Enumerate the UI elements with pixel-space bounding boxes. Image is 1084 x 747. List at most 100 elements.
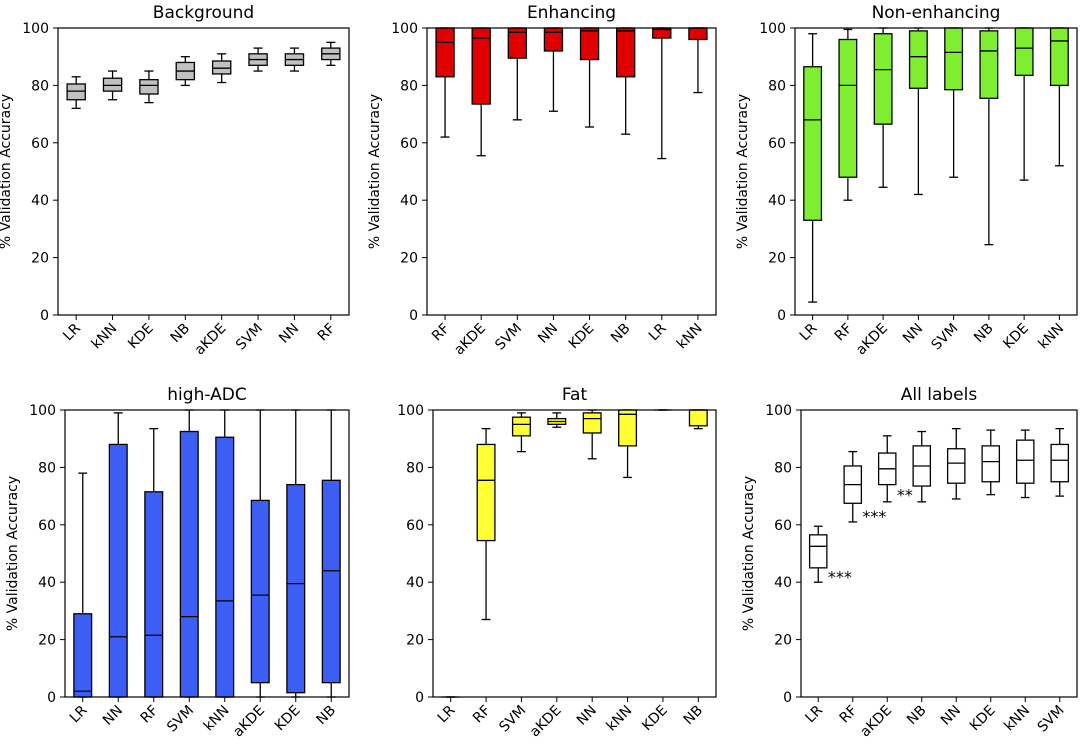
x-tick-label: LR (646, 320, 670, 344)
box-svm (179, 409, 199, 698)
x-tick-label: NN (535, 321, 561, 347)
box-kde (1014, 27, 1034, 181)
box-iqr (1049, 27, 1069, 87)
plot-frame (800, 409, 1078, 698)
chart-title: All labels (901, 385, 978, 405)
box-nb (616, 27, 636, 135)
box-iqr (476, 443, 496, 542)
y-tick-label: 40 (400, 193, 418, 209)
plot-frame (57, 27, 350, 316)
y-tick-label: 0 (783, 690, 792, 706)
box-svm (511, 412, 531, 453)
y-axis-label: % Validation Accuracy (741, 476, 757, 631)
box-akde (211, 53, 232, 84)
x-tick-label: SVM (492, 321, 525, 354)
x-tick-label: kNN (604, 703, 636, 735)
box-iqr (139, 79, 159, 95)
y-tick-label: 40 (406, 575, 424, 591)
box-lr (66, 76, 86, 110)
box-nb (912, 430, 932, 503)
y-tick-label: 100 (397, 403, 424, 419)
x-tick-label: NN (900, 321, 926, 347)
y-tick-label: 40 (38, 575, 56, 591)
box-iqr (250, 499, 270, 684)
x-tick-label: RF (837, 703, 861, 727)
box-iqr (179, 430, 199, 698)
box-iqr (286, 483, 306, 694)
plot-frame (794, 27, 1078, 316)
y-tick-label: 0 (47, 690, 56, 706)
box-iqr (471, 27, 491, 105)
significance-annotation: ** (897, 486, 913, 505)
y-tick-label: 100 (391, 21, 418, 37)
y-tick-label: 100 (765, 403, 792, 419)
x-tick-label: KDE (639, 703, 671, 735)
panel-all-labels: All labels 0 20 40 60 80 100 % Validation Accur… (741, 385, 1078, 741)
chart-title: Non-enhancing (872, 3, 1001, 23)
box-svm (1050, 428, 1070, 497)
x-tick-label: RF (138, 703, 162, 727)
x-tick-label: kNN (1035, 321, 1067, 353)
box-nn (908, 27, 928, 196)
y-tick-label: 100 (759, 21, 786, 37)
box-kde (139, 70, 159, 104)
box-lr (803, 33, 823, 303)
y-tick-label: 20 (768, 251, 786, 267)
x-tick-label: aKDE (857, 703, 895, 741)
plot-frame (432, 409, 717, 698)
box-lr (73, 472, 93, 698)
y-tick-label: 100 (29, 403, 56, 419)
box-svm (248, 47, 268, 72)
box-akde (873, 27, 893, 188)
y-tick-label: 80 (400, 78, 418, 94)
y-tick-label: 60 (768, 136, 786, 152)
box-lr (808, 525, 828, 583)
significance-annotation: *** (828, 567, 852, 586)
box-iqr (543, 27, 564, 52)
chart-title: Background (153, 3, 254, 23)
significance-annotation: *** (862, 507, 886, 526)
y-tick-label: 80 (406, 460, 424, 476)
x-tick-label: NN (938, 703, 964, 729)
box-iqr (211, 60, 232, 75)
x-tick-label: RF (315, 321, 339, 345)
panel-enhancing: Enhancing 0 20 40 60 80 100 % Validation Accura… (367, 3, 717, 359)
box-lr (652, 27, 672, 160)
x-tick-label: NN (276, 321, 302, 347)
chart-title: high-ADC (167, 385, 246, 405)
box-svm (507, 27, 527, 121)
x-tick-label: SVM (929, 321, 962, 354)
y-tick-label: 60 (406, 518, 424, 534)
y-tick-label: 20 (774, 633, 792, 649)
x-tick-label: RF (832, 321, 856, 345)
x-tick-label: SVM (233, 321, 266, 354)
y-tick-label: 100 (22, 21, 49, 37)
y-tick-label: 60 (774, 518, 792, 534)
box-iqr (1014, 27, 1034, 77)
box-iqr (944, 27, 964, 91)
box-iqr (979, 30, 999, 99)
box-kde (981, 429, 1001, 496)
plot-frame (64, 409, 350, 698)
y-tick-label: 80 (774, 460, 792, 476)
panel-background: Background 0 20 40 60 80 100 % Validation Accur… (0, 3, 350, 358)
x-tick-label: NB (608, 321, 634, 347)
box-nn (108, 412, 128, 698)
box-iqr (946, 448, 966, 484)
box-iqr (688, 27, 708, 41)
x-tick-label: aKDE (451, 321, 489, 359)
y-tick-label: 40 (774, 575, 792, 591)
x-tick-label: KDE (272, 703, 304, 735)
x-tick-label: LR (802, 702, 826, 726)
box-iqr (618, 409, 638, 447)
x-tick-label: aKDE (527, 703, 565, 741)
y-tick-label: 20 (31, 251, 49, 267)
box-rf (144, 428, 164, 698)
plot-frame (426, 27, 717, 316)
box-iqr (1015, 439, 1035, 484)
x-tick-label: SVM (1035, 703, 1068, 736)
box-knn (688, 27, 708, 94)
box-nn (543, 27, 564, 112)
x-tick-label: kNN (89, 321, 121, 353)
x-tick-label: NN (100, 703, 126, 729)
